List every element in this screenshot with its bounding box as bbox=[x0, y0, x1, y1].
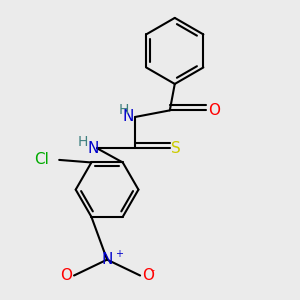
Text: Cl: Cl bbox=[34, 152, 49, 167]
Text: -: - bbox=[150, 266, 154, 275]
Text: O: O bbox=[60, 268, 72, 283]
Text: N: N bbox=[101, 252, 113, 267]
Text: O: O bbox=[142, 268, 154, 283]
Text: O: O bbox=[208, 103, 220, 118]
Text: H: H bbox=[78, 135, 88, 149]
Text: H: H bbox=[118, 103, 129, 117]
Text: N: N bbox=[87, 141, 99, 156]
Text: N: N bbox=[122, 110, 134, 124]
Text: S: S bbox=[172, 141, 181, 156]
Text: +: + bbox=[115, 249, 123, 259]
